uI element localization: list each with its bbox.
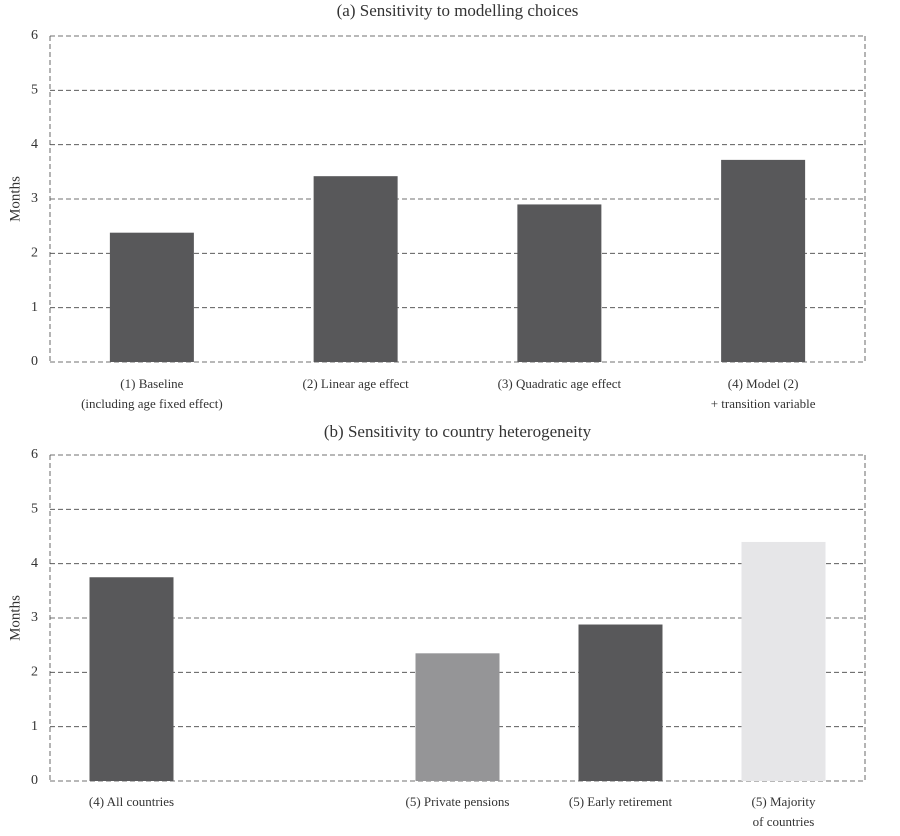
- y-tick-label: 2: [31, 665, 38, 680]
- chart-title: (a) Sensitivity to modelling choices: [337, 1, 579, 20]
- bar: [415, 653, 500, 781]
- y-tick-label: 4: [31, 137, 38, 152]
- y-tick-label: 6: [31, 28, 38, 43]
- bar: [109, 232, 194, 362]
- y-tick-label: 5: [31, 502, 38, 517]
- y-axis-label: Months: [7, 595, 23, 641]
- bar: [89, 577, 174, 781]
- y-tick-label: 2: [31, 246, 38, 261]
- x-tick-label: (1) Baseline (including age fixed effect…: [81, 376, 223, 411]
- bar: [741, 541, 826, 781]
- y-tick-label: 0: [31, 354, 38, 369]
- x-tick-label: (5) Private pensions: [405, 794, 510, 809]
- bar: [517, 204, 602, 362]
- x-tick-label: (3) Quadratic age effect: [497, 376, 622, 391]
- y-tick-label: 6: [31, 447, 38, 462]
- y-tick-label: 3: [31, 191, 38, 206]
- x-tick-label: (5) Majority of countries: [751, 794, 816, 829]
- y-tick-label: 3: [31, 610, 38, 625]
- x-tick-label: (4) Model (2) + transition variable: [710, 376, 816, 411]
- x-tick-label: (5) Early retirement: [568, 794, 673, 809]
- y-tick-label: 0: [31, 773, 38, 788]
- chart-title: (b) Sensitivity to country heterogeneity: [324, 422, 592, 441]
- y-tick-label: 5: [31, 83, 38, 98]
- y-tick-label: 1: [31, 719, 38, 734]
- bar: [313, 176, 398, 362]
- y-axis-label: Months: [7, 176, 23, 222]
- x-tick-label: (4) All countries: [88, 794, 175, 809]
- bar: [578, 624, 663, 781]
- bar: [721, 159, 806, 362]
- y-tick-label: 4: [31, 556, 38, 571]
- x-tick-label: (2) Linear age effect: [302, 376, 409, 391]
- y-tick-label: 1: [31, 300, 38, 315]
